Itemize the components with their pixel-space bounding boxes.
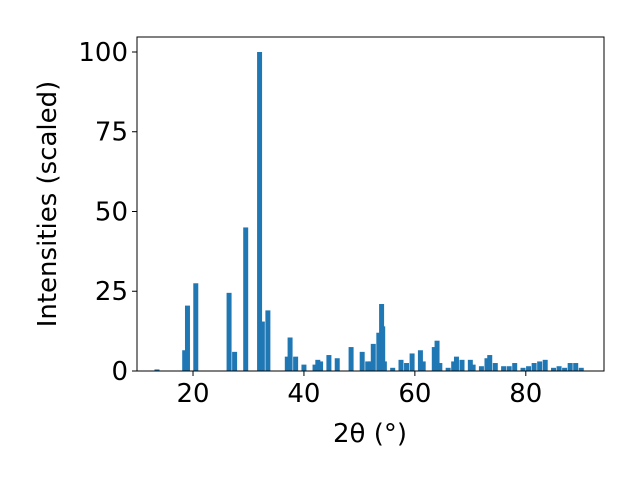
bar	[365, 361, 371, 371]
bar	[512, 363, 518, 371]
bar	[265, 310, 271, 371]
bar	[492, 363, 498, 371]
bar	[542, 359, 548, 371]
bar	[293, 356, 299, 371]
y-axis-label: Intensities (scaled)	[33, 81, 63, 328]
bar	[573, 363, 579, 371]
bar	[184, 305, 190, 371]
bar	[326, 355, 332, 371]
y-tick-label: 0	[111, 357, 128, 387]
bar	[551, 367, 557, 371]
y-tick-label: 100	[78, 38, 128, 68]
bar	[434, 340, 440, 371]
bar	[193, 283, 199, 371]
bar	[318, 361, 324, 371]
bar	[445, 367, 451, 371]
x-tick-label: 20	[176, 379, 209, 409]
bar	[226, 292, 232, 371]
x-tick-label: 40	[287, 379, 320, 409]
bar	[578, 367, 584, 371]
bar	[526, 366, 532, 371]
x-tick-label: 60	[398, 379, 431, 409]
bar	[398, 359, 404, 371]
bar	[520, 367, 526, 371]
bar	[531, 363, 537, 371]
x-axis-label: 2θ (°)	[333, 419, 407, 449]
bar	[417, 350, 423, 371]
bar	[315, 359, 321, 371]
bar	[257, 51, 263, 371]
bar	[376, 332, 382, 371]
bar	[453, 356, 459, 371]
bar	[537, 361, 543, 371]
bar	[312, 364, 318, 371]
bar	[467, 359, 473, 371]
bar	[287, 337, 293, 371]
bar	[470, 364, 476, 371]
bar	[380, 326, 386, 371]
bar	[484, 358, 490, 371]
bar	[334, 358, 340, 371]
y-tick-label: 50	[95, 197, 128, 227]
bar	[154, 369, 160, 371]
bar	[459, 359, 465, 371]
bar	[478, 366, 484, 371]
bar	[359, 351, 365, 371]
x-tick-label: 80	[509, 379, 542, 409]
y-tick-label: 25	[95, 277, 128, 307]
bar	[556, 366, 562, 371]
y-tick-label: 75	[95, 118, 128, 148]
bar	[431, 347, 437, 371]
bar	[506, 366, 512, 371]
bar	[243, 227, 249, 371]
bar	[370, 343, 376, 371]
bar	[301, 364, 307, 371]
bar	[420, 361, 426, 371]
bar	[404, 363, 410, 371]
bar	[451, 361, 457, 371]
bar	[501, 366, 507, 371]
bar	[390, 367, 396, 371]
plot-frame	[136, 36, 605, 372]
bar	[182, 350, 188, 371]
bar	[368, 361, 373, 371]
bar	[348, 347, 354, 371]
bar	[284, 356, 290, 371]
bar	[562, 367, 568, 371]
bar	[232, 351, 238, 371]
bar	[409, 353, 415, 371]
bar	[487, 355, 493, 371]
bar	[437, 363, 443, 371]
bar	[259, 321, 265, 371]
bar	[381, 361, 387, 371]
bar	[567, 363, 573, 371]
